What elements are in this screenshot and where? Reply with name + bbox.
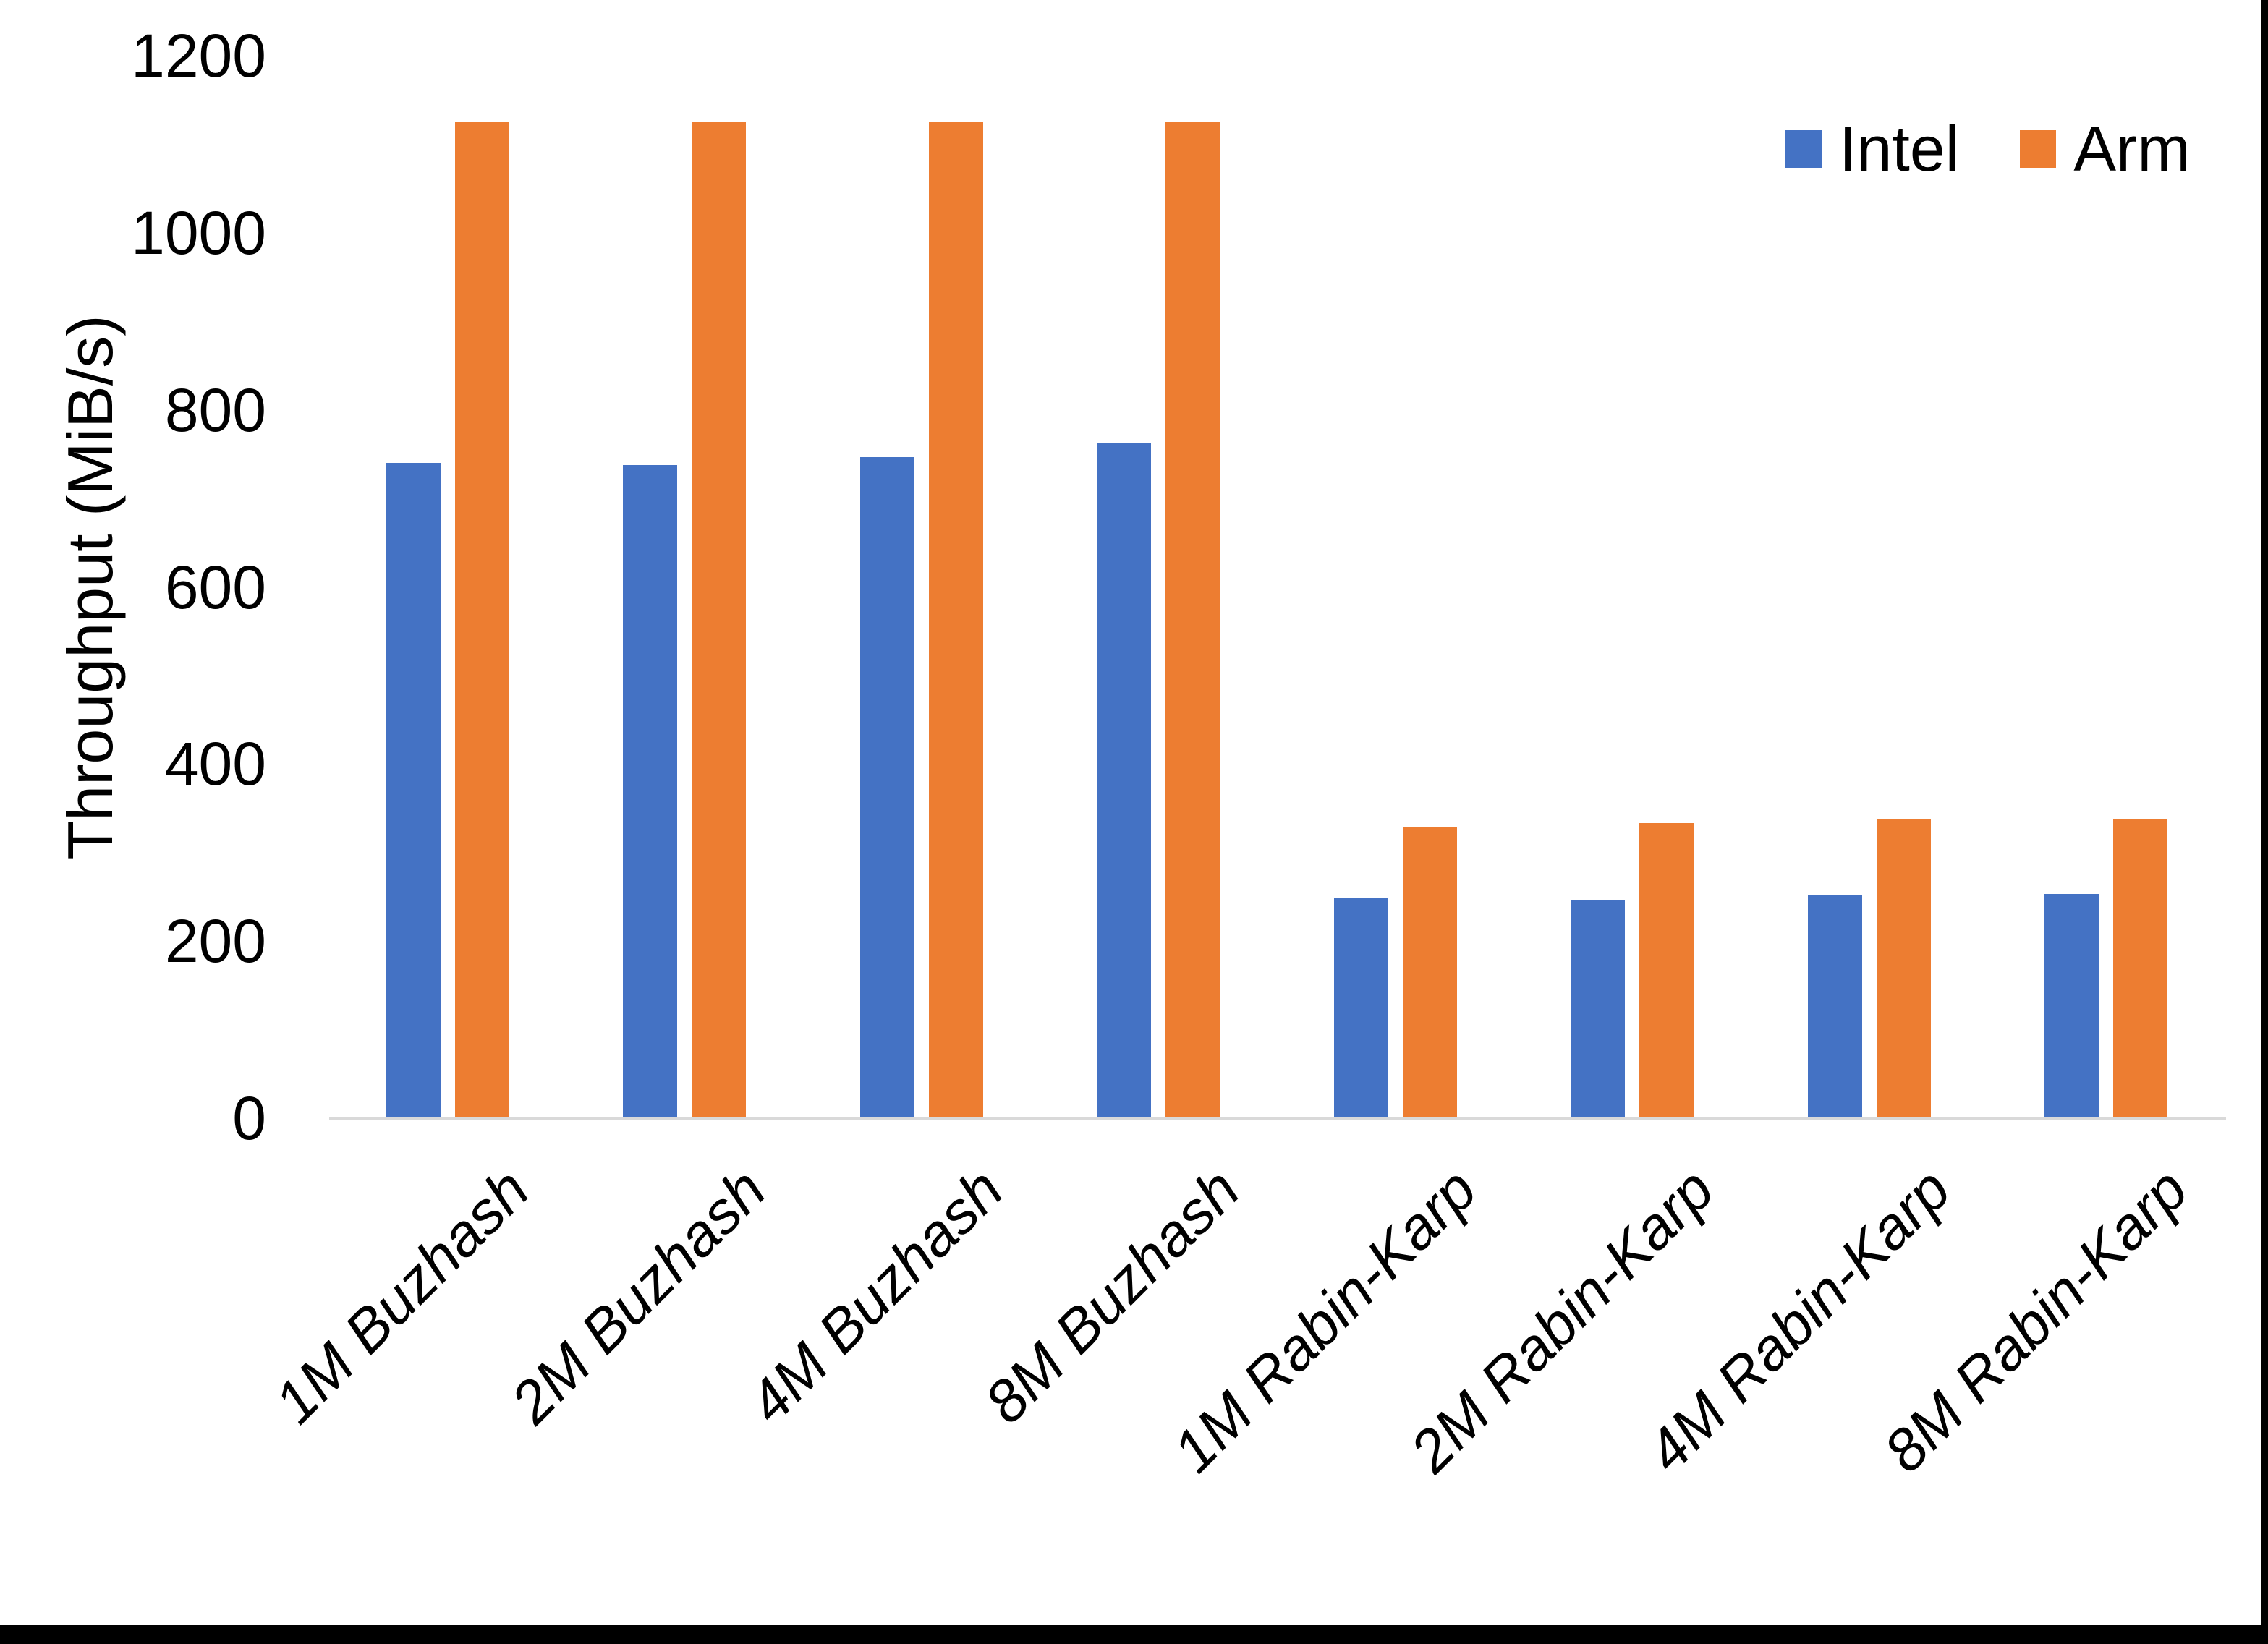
bar-arm-8m-rabin-karp (2113, 819, 2168, 1118)
y-tick-label: 800 (164, 375, 266, 444)
bar-group-2m-rabin-karp (1514, 56, 1751, 1118)
bar-group-1m-buzhash (329, 56, 566, 1118)
bar-intel-4m-rabin-karp (1807, 895, 1862, 1118)
legend-label-arm: Arm (2073, 113, 2191, 184)
bar-arm-4m-rabin-karp (1876, 819, 1931, 1118)
bar-intel-2m-rabin-karp (1571, 899, 1626, 1118)
legend-item-arm: Arm (2020, 113, 2191, 184)
bar-intel-1m-rabin-karp (1333, 898, 1388, 1118)
bar-intel-8m-buzhash (1097, 443, 1152, 1118)
bar-arm-1m-buzhash (454, 122, 509, 1118)
y-tick-label: 1000 (131, 198, 266, 267)
x-axis-label-1m-buzhash: 1M Buzhash (262, 1156, 542, 1436)
x-axis-label-2m-buzhash: 2M Buzhash (498, 1156, 779, 1436)
bar-intel-4m-buzhash (859, 456, 914, 1118)
y-tick-label: 0 (232, 1084, 266, 1152)
y-tick-label: 200 (164, 907, 266, 976)
x-axis-label-4m-buzhash: 4M Buzhash (736, 1156, 1016, 1436)
legend: Intel Arm (1785, 113, 2191, 184)
y-tick-label: 600 (164, 553, 266, 621)
bar-group-1m-rabin-karp (1277, 56, 1514, 1118)
bar-intel-1m-buzhash (386, 463, 441, 1118)
bar-intel-8m-rabin-karp (2044, 894, 2099, 1118)
bar-groups (329, 56, 2225, 1118)
bar-arm-2m-rabin-karp (1639, 823, 1694, 1118)
bar-arm-4m-buzhash (928, 122, 983, 1118)
bar-arm-8m-buzhash (1165, 122, 1220, 1118)
legend-swatch-icon-intel (1785, 130, 1822, 168)
bar-group-8m-buzhash (1040, 56, 1278, 1118)
legend-swatch-icon-arm (2020, 130, 2057, 168)
legend-label-intel: Intel (1839, 113, 1960, 184)
bar-group-8m-rabin-karp (1988, 56, 2225, 1118)
x-axis-line (329, 1117, 2226, 1120)
bar-group-2m-buzhash (566, 56, 804, 1118)
y-tick-label: 1200 (131, 22, 266, 90)
legend-item-intel: Intel (1785, 113, 1960, 184)
y-tick-label: 400 (164, 730, 266, 798)
page-right-border (2261, 0, 2268, 1644)
page-bottom-border (0, 1625, 2268, 1644)
bar-arm-2m-buzhash (692, 122, 747, 1118)
bar-arm-1m-rabin-karp (1402, 827, 1457, 1118)
bar-group-4m-rabin-karp (1751, 56, 1988, 1118)
bar-group-4m-buzhash (803, 56, 1040, 1118)
bar-intel-2m-buzhash (623, 464, 678, 1118)
plot-area (329, 56, 2225, 1118)
